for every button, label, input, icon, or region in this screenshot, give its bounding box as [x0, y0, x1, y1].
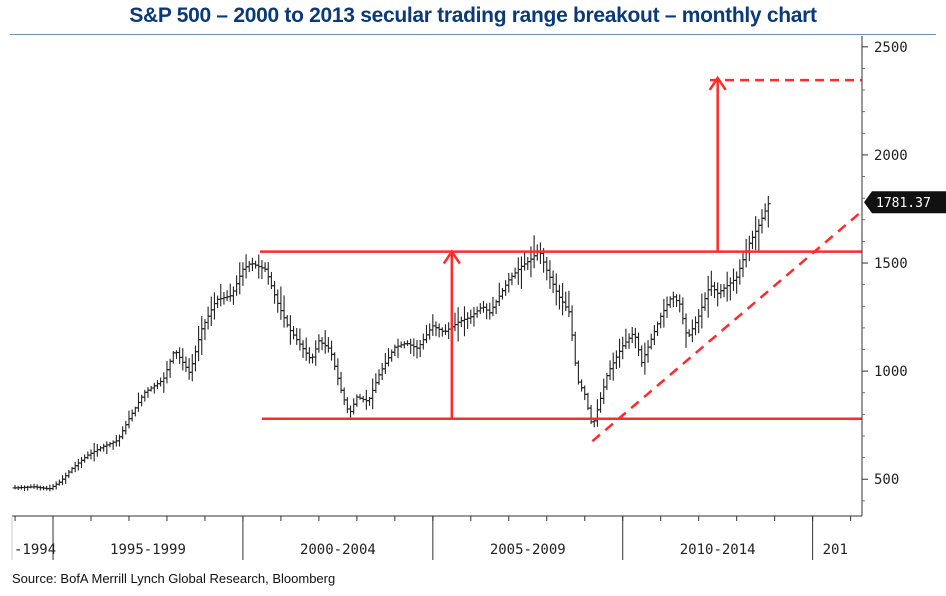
last-value-flag: 1781.37 — [864, 191, 946, 214]
x-tick-label: 2000-2004 — [300, 542, 376, 558]
y-tick-label: 2500 — [874, 40, 908, 56]
plot-area — [12, 36, 862, 516]
last-value-label: 1781.37 — [876, 196, 931, 211]
x-tick-label: 2005-2009 — [490, 542, 566, 558]
source-note: Source: BofA Merrill Lynch Global Resear… — [12, 571, 336, 586]
price-bar — [765, 195, 771, 228]
last-value-box — [864, 191, 946, 214]
x-tick-label: 201 — [823, 542, 848, 558]
y-tick-label: 2000 — [874, 148, 908, 164]
breakout-arrow — [708, 75, 727, 252]
axes: 500 1000 1500 2000 2500 -1994 1995-1999 2000-20… — [11, 36, 946, 560]
x-tick-label: 1995-1999 — [110, 542, 186, 558]
y-tick-label: 1500 — [874, 256, 908, 272]
y-tick-label: 1000 — [874, 364, 908, 380]
x-tick-label: -1994 — [14, 542, 56, 558]
chart-title: S&P 500 – 2000 to 2013 secular trading r… — [129, 4, 817, 27]
annotations — [260, 75, 863, 443]
breakout-arrow-head — [708, 75, 727, 91]
x-tick-label: 2010-2014 — [680, 542, 756, 558]
uptrend-line — [591, 210, 863, 443]
range-height-arrow — [442, 249, 461, 419]
range-height-arrow-head — [442, 249, 461, 265]
title-divider — [10, 34, 936, 35]
y-tick-label: 500 — [874, 472, 899, 488]
